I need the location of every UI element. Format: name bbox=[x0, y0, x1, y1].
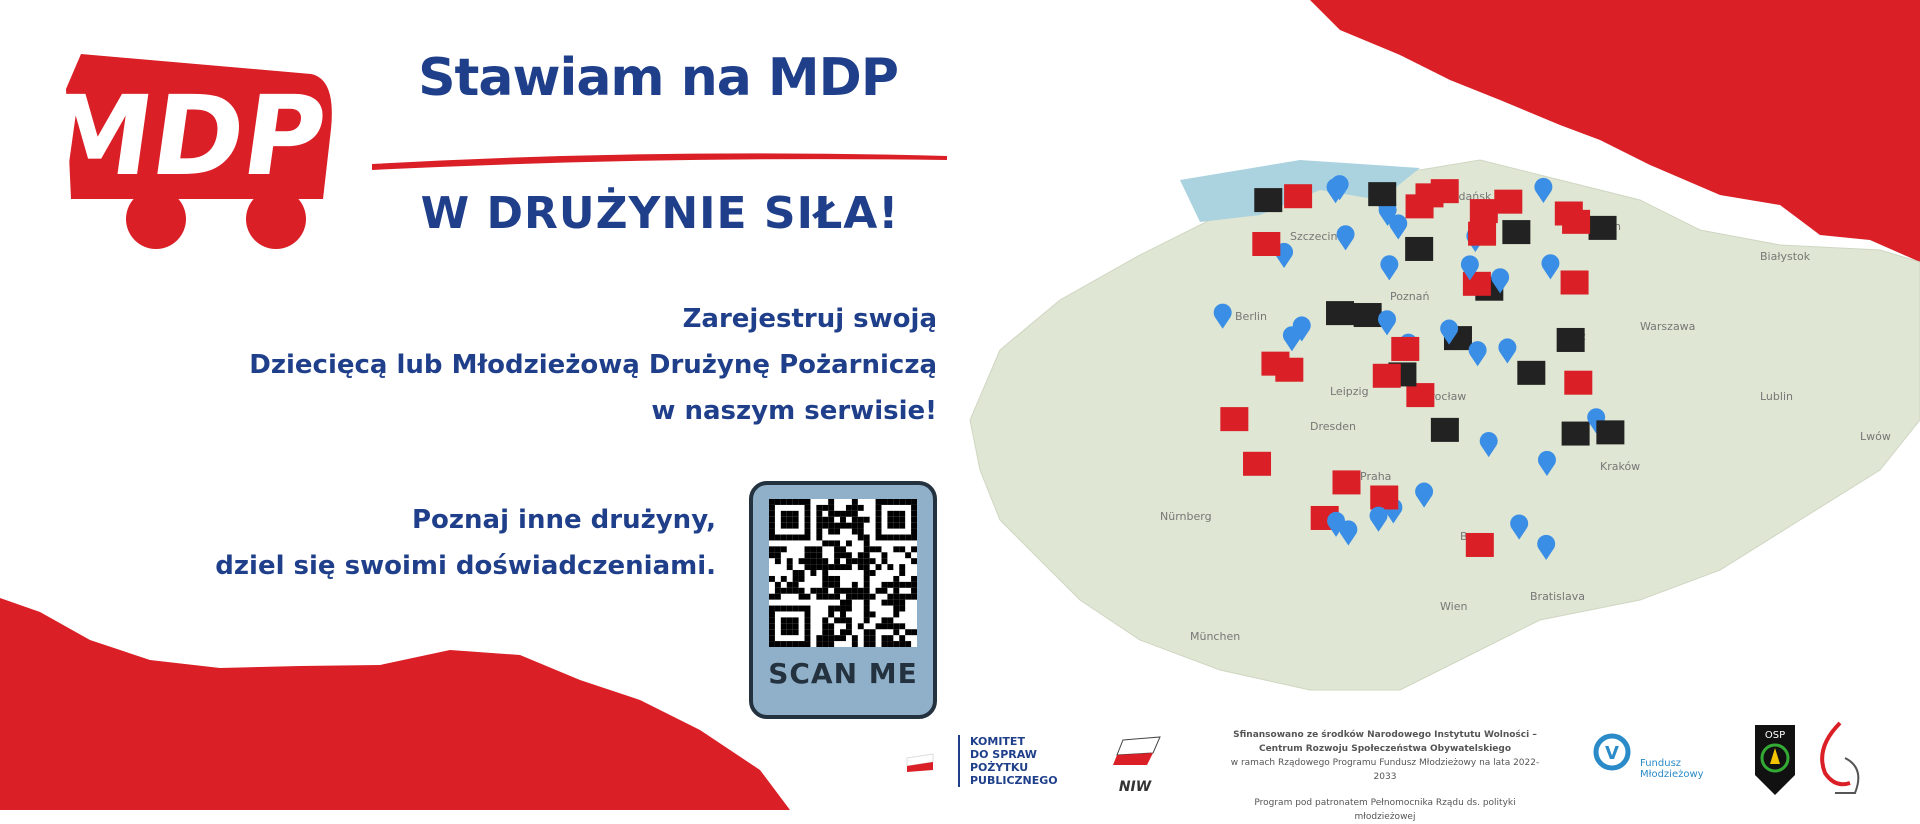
map-pin-marker[interactable] bbox=[1534, 177, 1553, 204]
map-pin-marker[interactable] bbox=[1460, 255, 1479, 281]
team-logo-marker[interactable] bbox=[1220, 407, 1249, 432]
team-logo-marker[interactable] bbox=[1252, 231, 1281, 256]
team-logo-marker[interactable] bbox=[1560, 270, 1589, 295]
headline-title: Stawiam na MDP bbox=[418, 48, 899, 108]
map-pin-marker[interactable] bbox=[1537, 534, 1556, 560]
map-pin-marker[interactable] bbox=[1292, 316, 1311, 342]
map-city-label: Poznań bbox=[1390, 290, 1429, 303]
map-pin-marker[interactable] bbox=[1541, 254, 1560, 280]
team-logo-marker[interactable] bbox=[1406, 383, 1435, 408]
team-logo-marker[interactable] bbox=[1517, 360, 1546, 385]
team-logo-marker[interactable] bbox=[1564, 370, 1593, 395]
map-pin-marker[interactable] bbox=[1537, 450, 1556, 477]
team-logo-marker[interactable] bbox=[1430, 417, 1459, 442]
map-pin-marker[interactable] bbox=[1440, 319, 1459, 345]
map-city-label: Bratislava bbox=[1530, 590, 1585, 603]
osp-badge-icon: OSP bbox=[1752, 720, 1798, 800]
team-logo-marker[interactable] bbox=[1415, 183, 1444, 208]
niw-logo: NIW bbox=[1105, 735, 1165, 795]
fundusz-v-icon: V bbox=[1592, 732, 1632, 786]
map-pin-marker[interactable] bbox=[1369, 506, 1388, 532]
team-logo-marker[interactable] bbox=[1370, 485, 1399, 510]
flag-icon bbox=[905, 752, 935, 772]
team-logo-marker[interactable] bbox=[1368, 182, 1397, 207]
map-city-label: Berlin bbox=[1235, 310, 1267, 323]
map-city-label: München bbox=[1190, 630, 1240, 643]
team-logo-marker[interactable] bbox=[1332, 470, 1361, 495]
team-logo-marker[interactable] bbox=[1502, 220, 1531, 245]
team-logo-marker[interactable] bbox=[1353, 303, 1382, 328]
team-logo-marker[interactable] bbox=[1465, 532, 1494, 557]
komitet-logo: KOMITET DO SPRAW POŻYTKU PUBLICZNEGO bbox=[958, 735, 1058, 787]
team-logo-marker[interactable] bbox=[1326, 301, 1355, 326]
team-logo-marker[interactable] bbox=[1494, 189, 1523, 214]
map-pin-marker[interactable] bbox=[1510, 514, 1529, 540]
map-pin-marker[interactable] bbox=[1587, 408, 1606, 434]
team-logo-marker[interactable] bbox=[1372, 363, 1401, 388]
map-pin-marker[interactable] bbox=[1327, 511, 1346, 537]
team-logo-marker[interactable] bbox=[1596, 420, 1625, 445]
map-city-label: Warszawa bbox=[1640, 320, 1695, 333]
map-pin-marker[interactable] bbox=[1213, 303, 1232, 329]
team-logo-marker[interactable] bbox=[1561, 421, 1590, 446]
svg-text:V: V bbox=[1605, 743, 1619, 764]
meet-line: Poznaj inne drużyny, bbox=[411, 505, 716, 535]
svg-text:OSP: OSP bbox=[1765, 730, 1785, 741]
red-brush-stroke bbox=[372, 153, 947, 170]
map-pin-marker[interactable] bbox=[1468, 341, 1487, 367]
map-pin-marker[interactable] bbox=[1491, 268, 1510, 294]
meet-line: dziel się swoimi doświadczeniami. bbox=[215, 551, 716, 581]
team-logo-marker[interactable] bbox=[1261, 351, 1290, 376]
qr-code-card[interactable]: SCAN ME bbox=[749, 481, 937, 719]
mdp-logo: MDP bbox=[34, 49, 343, 257]
team-logo-marker[interactable] bbox=[1391, 336, 1420, 361]
logo-text: MDP bbox=[61, 72, 333, 200]
red-corner-bottom-left bbox=[0, 598, 790, 810]
register-line: w naszym serwisie! bbox=[651, 396, 937, 426]
map-pin-marker[interactable] bbox=[1380, 255, 1399, 281]
map-city-label: Wien bbox=[1440, 600, 1467, 613]
qr-code[interactable] bbox=[769, 499, 917, 647]
team-logo-marker[interactable] bbox=[1254, 188, 1283, 213]
map-city-label: Praha bbox=[1360, 470, 1391, 483]
register-line: Dziecięcą lub Młodzieżową Drużynę Pożarn… bbox=[249, 350, 937, 380]
map-city-label: Leipzig bbox=[1330, 385, 1369, 398]
map-pin-marker[interactable] bbox=[1479, 432, 1498, 458]
map-city-label: Dresden bbox=[1310, 420, 1356, 433]
map-pin-marker[interactable] bbox=[1378, 310, 1397, 336]
map-pin-marker[interactable] bbox=[1339, 520, 1358, 546]
map-pin-marker[interactable] bbox=[1415, 482, 1434, 508]
meet-text: Poznaj inne drużyny, dziel się swoimi do… bbox=[40, 497, 716, 589]
team-logo-marker[interactable] bbox=[1243, 451, 1272, 476]
headline-subtitle: W DRUŻYNIE SIŁA! bbox=[420, 188, 900, 239]
map-city-label: Lublin bbox=[1760, 390, 1793, 403]
team-logo-marker[interactable] bbox=[1556, 327, 1585, 352]
fire-emblem-icon bbox=[1810, 718, 1870, 802]
map-city-label: Białystok bbox=[1760, 250, 1811, 263]
team-logo-marker[interactable] bbox=[1469, 199, 1498, 224]
team-logo-marker[interactable] bbox=[1588, 215, 1617, 240]
team-logo-marker[interactable] bbox=[1562, 209, 1591, 234]
map-city-label: Kraków bbox=[1600, 460, 1640, 473]
map-city-label: Nürnberg bbox=[1160, 510, 1212, 523]
register-line: Zarejestruj swoją bbox=[682, 304, 937, 334]
map-pin-marker[interactable] bbox=[1336, 225, 1355, 251]
team-logo-marker[interactable] bbox=[1284, 184, 1313, 209]
team-logo-marker[interactable] bbox=[1468, 221, 1497, 246]
fundusz-mlodziezowy-logo: Fundusz Młodzieżowy bbox=[1640, 758, 1704, 780]
map-pin-marker[interactable] bbox=[1389, 214, 1408, 240]
map-pin-marker[interactable] bbox=[1330, 175, 1349, 201]
map-city-label: Lwów bbox=[1860, 430, 1891, 443]
map-city-label: Szczecin bbox=[1290, 230, 1337, 243]
team-logo-marker[interactable] bbox=[1405, 236, 1434, 261]
map-pin-marker[interactable] bbox=[1498, 338, 1517, 364]
red-corner-top-right bbox=[1310, 0, 1920, 262]
register-text: Zarejestruj swoją Dziecięcą lub Młodzież… bbox=[40, 296, 937, 434]
scan-me-label: SCAN ME bbox=[768, 657, 918, 690]
